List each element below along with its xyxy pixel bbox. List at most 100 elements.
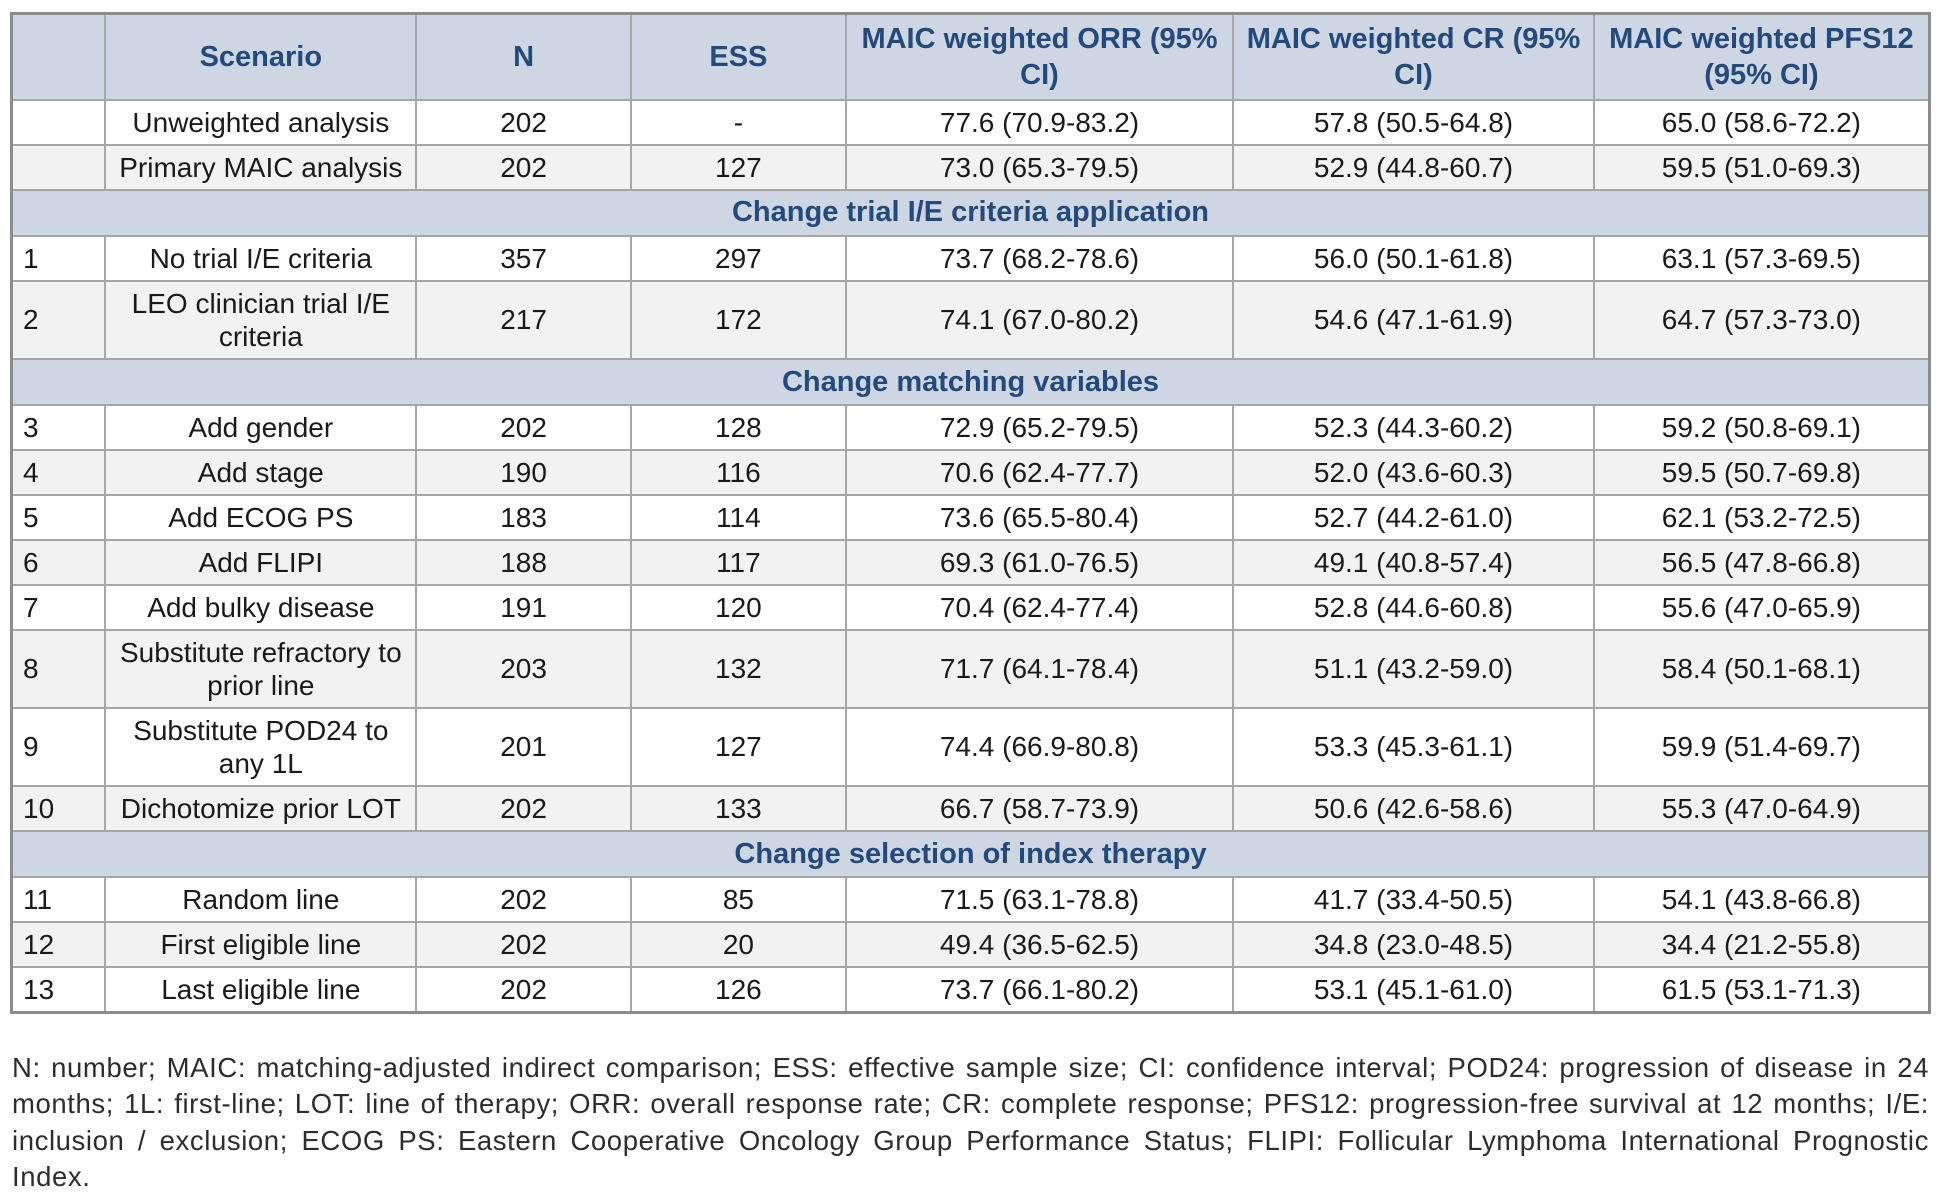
table-row: 4 Add stage 190 116 70.6 (62.4-77.7) 52.0 (43… [10, 448, 1931, 496]
cell-ess: 114 [629, 493, 847, 541]
cell-ess: 127 [629, 143, 847, 191]
cell-cr: 54.6 (47.1-61.9) [1232, 279, 1595, 360]
cell-cr: 52.0 (43.6-60.3) [1232, 448, 1595, 496]
cell-n: 202 [415, 143, 632, 191]
cell-scenario: Random line [104, 875, 418, 924]
table-row: 5 Add ECOG PS 183 114 73.6 (65.5-80.4) 52.7 (… [10, 493, 1931, 541]
cell-n: 201 [415, 706, 632, 787]
column-header-pfs12: MAIC weighted PFS12 (95% CI) [1592, 12, 1931, 101]
cell-ess: 85 [629, 875, 847, 924]
cell-n: 191 [415, 583, 632, 631]
cell-n: 202 [415, 98, 632, 146]
section-header-row: Change trial I/E criteria application [10, 188, 1931, 237]
cell-n: 202 [415, 403, 632, 451]
cell-orr: 74.1 (67.0-80.2) [844, 279, 1235, 360]
cell-cr: 52.9 (44.8-60.7) [1232, 143, 1595, 191]
cell-cr: 52.8 (44.6-60.8) [1232, 583, 1595, 631]
cell-pfs12: 64.7 (57.3-73.0) [1592, 279, 1931, 360]
cell-n: 202 [415, 966, 632, 1014]
cell-scenario: No trial I/E criteria [104, 234, 418, 282]
cell-scenario: Substitute refractory to prior line [104, 628, 418, 709]
table-row: 7 Add bulky disease 191 120 70.4 (62.4-77.4)… [10, 583, 1931, 631]
table-row: 13 Last eligible line 202 126 73.7 (66.1-80.… [10, 966, 1931, 1014]
cell-cr: 49.1 (40.8-57.4) [1232, 538, 1595, 586]
section-header-label: Change selection of index therapy [10, 829, 1931, 878]
column-header-scenario: Scenario [104, 12, 418, 101]
cell-orr: 66.7 (58.7-73.9) [844, 784, 1235, 832]
cell-orr: 71.7 (64.1-78.4) [844, 628, 1235, 709]
maic-sensitivity-analysis-table: Scenario N ESS MAIC weighted ORR (95% CI) MA… [10, 12, 1931, 1015]
cell-pfs12: 54.1 (43.8-66.8) [1592, 875, 1931, 924]
table-header: Scenario N ESS MAIC weighted ORR (95% CI) MA… [10, 12, 1931, 101]
cell-ess: 126 [629, 966, 847, 1014]
cell-orr: 73.6 (65.5-80.4) [844, 493, 1235, 541]
table-row: 11 Random line 202 85 71.5 (63.1-78.8) 41.7 (… [10, 875, 1931, 924]
cell-cr: 52.3 (44.3-60.2) [1232, 403, 1595, 451]
cell-pfs12: 63.1 (57.3-69.5) [1592, 234, 1931, 282]
cell-pfs12: 58.4 (50.1-68.1) [1592, 628, 1931, 709]
cell-pfs12: 55.6 (47.0-65.9) [1592, 583, 1931, 631]
cell-cr: 34.8 (23.0-48.5) [1232, 920, 1595, 969]
cell-cr: 51.1 (43.2-59.0) [1232, 628, 1595, 709]
table-row: 10 Dichotomize prior LOT 202 133 66.7 (58.7-… [10, 784, 1931, 832]
cell-cr: 57.8 (50.5-64.8) [1232, 98, 1595, 146]
cell-scenario: Add stage [104, 448, 418, 496]
cell-orr: 73.0 (65.3-79.5) [844, 143, 1235, 191]
cell-num: 9 [10, 706, 107, 787]
column-header-cr: MAIC weighted CR (95% CI) [1232, 12, 1595, 101]
cell-ess: 172 [629, 279, 847, 360]
table-row: Unweighted analysis 202-77.6 (70.9-83.2) 5… [10, 98, 1931, 146]
cell-orr: 49.4 (36.5-62.5) [844, 920, 1235, 969]
cell-num: 6 [10, 538, 107, 586]
cell-orr: 74.4 (66.9-80.8) [844, 706, 1235, 787]
cell-pfs12: 56.5 (47.8-66.8) [1592, 538, 1931, 586]
cell-cr: 56.0 (50.1-61.8) [1232, 234, 1595, 282]
cell-n: 202 [415, 784, 632, 832]
cell-ess: 297 [629, 234, 847, 282]
cell-ess: 128 [629, 403, 847, 451]
cell-orr: 73.7 (66.1-80.2) [844, 966, 1235, 1014]
cell-num: 11 [10, 875, 107, 924]
table-row: 3 Add gender 202 128 72.9 (65.2-79.5) 52.3 (4… [10, 403, 1931, 451]
cell-pfs12: 34.4 (21.2-55.8) [1592, 920, 1931, 969]
abbreviations-footnote: N: number; MAIC: matching-adjusted indir… [12, 1052, 1929, 1192]
cell-scenario: LEO clinician trial I/E criteria [104, 279, 418, 360]
cell-ess: 132 [629, 628, 847, 709]
cell-num: 13 [10, 966, 107, 1014]
cell-n: 188 [415, 538, 632, 586]
cell-scenario: Add ECOG PS [104, 493, 418, 541]
cell-n: 217 [415, 279, 632, 360]
cell-pfs12: 59.5 (51.0-69.3) [1592, 143, 1931, 191]
cell-num: 8 [10, 628, 107, 709]
cell-orr: 70.6 (62.4-77.7) [844, 448, 1235, 496]
column-header-ess: ESS [629, 12, 847, 101]
cell-orr: 72.9 (65.2-79.5) [844, 403, 1235, 451]
cell-cr: 53.3 (45.3-61.1) [1232, 706, 1595, 787]
cell-ess: 117 [629, 538, 847, 586]
section-header-row: Change selection of index therapy [10, 829, 1931, 878]
table-row: 1 No trial I/E criteria 357 297 73.7 (68.2-7… [10, 234, 1931, 282]
cell-cr: 50.6 (42.6-58.6) [1232, 784, 1595, 832]
section-header-row: Change matching variables [10, 357, 1931, 406]
table-row: 8 Substitute refractory to prior line 203 1… [10, 628, 1931, 709]
cell-num: 7 [10, 583, 107, 631]
cell-scenario: Add bulky disease [104, 583, 418, 631]
table-row: 12 First eligible line 202 20 49.4 (36.5-62.… [10, 920, 1931, 969]
cell-orr: 77.6 (70.9-83.2) [844, 98, 1235, 146]
cell-scenario: Add gender [104, 403, 418, 451]
header-row: Scenario N ESS MAIC weighted ORR (95% CI) MA… [10, 12, 1931, 101]
table-row: 2 LEO clinician trial I/E criteria 217 172 7… [10, 279, 1931, 360]
cell-num: 4 [10, 448, 107, 496]
cell-num [10, 98, 107, 146]
cell-num: 3 [10, 403, 107, 451]
cell-num: 12 [10, 920, 107, 969]
cell-pfs12: 59.9 (51.4-69.7) [1592, 706, 1931, 787]
cell-pfs12: 59.5 (50.7-69.8) [1592, 448, 1931, 496]
cell-n: 357 [415, 234, 632, 282]
table-row: 6 Add FLIPI 188 117 69.3 (61.0-76.5) 49.1 (40… [10, 538, 1931, 586]
cell-ess: 120 [629, 583, 847, 631]
cell-scenario: Primary MAIC analysis [104, 143, 418, 191]
section-header-label: Change matching variables [10, 357, 1931, 406]
cell-ess: 116 [629, 448, 847, 496]
